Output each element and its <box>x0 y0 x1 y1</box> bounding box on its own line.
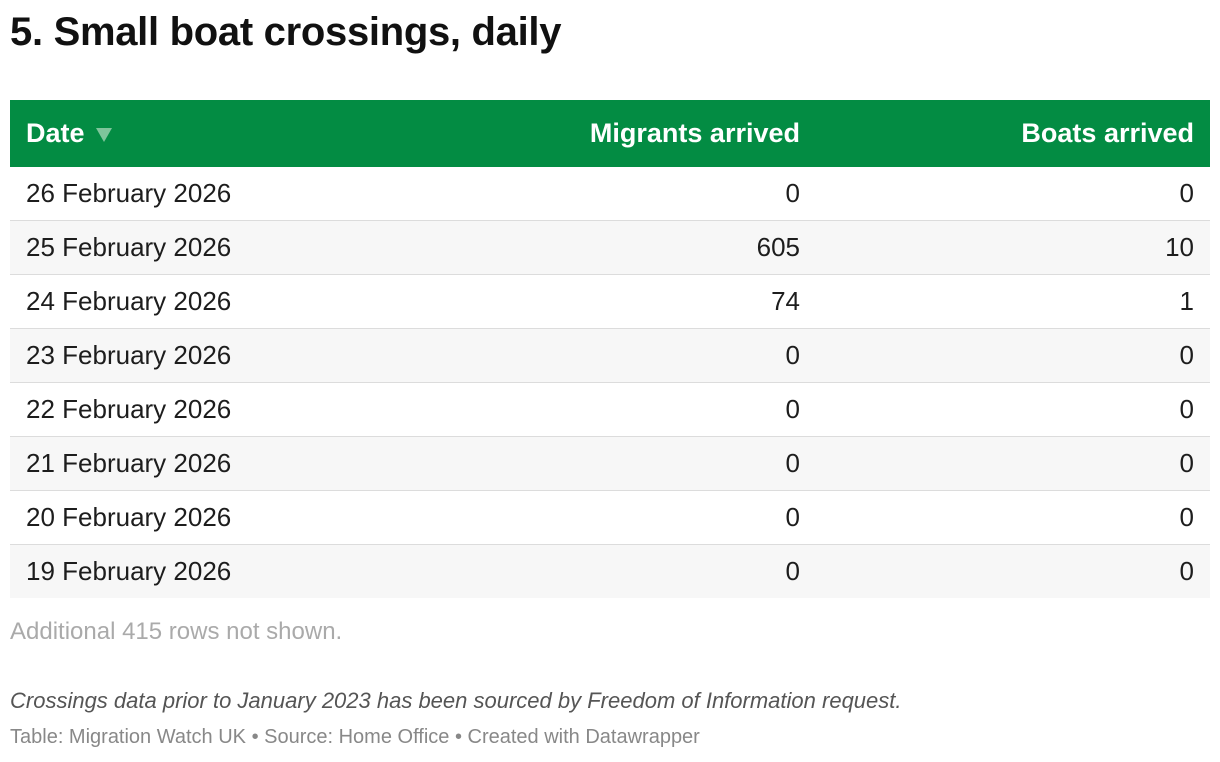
table-cell: 605 <box>756 232 800 262</box>
table-cell: 1 <box>1179 286 1194 316</box>
table-cell: 0 <box>785 178 800 208</box>
table-cell: 0 <box>1179 502 1194 532</box>
table-row: 25 February 2026 605 10 <box>10 221 1210 275</box>
column-header[interactable]: Migrants arrived <box>589 118 800 148</box>
table-cell: 25 February 2026 <box>26 232 232 262</box>
table-cell: 0 <box>785 448 800 478</box>
table-row: 20 February 2026 0 0 <box>10 491 1210 545</box>
byline: Table: Migration Watch UK • Source: Home… <box>10 726 700 748</box>
sort-arrow <box>95 128 112 142</box>
table-row: 22 February 2026 0 0 <box>10 383 1210 437</box>
table-cell: 20 February 2026 <box>26 502 232 532</box>
table-cell: 22 February 2026 <box>26 394 232 424</box>
footnote: Crossings data prior to January 2023 has… <box>10 688 902 713</box>
rows-note: Additional 415 rows not shown. <box>10 618 343 645</box>
table-cell: 0 <box>785 340 800 370</box>
table-cell: 24 February 2026 <box>26 286 232 316</box>
table-cell: 0 <box>1179 340 1194 370</box>
table-row: 21 February 2026 0 0 <box>10 437 1210 491</box>
table-cell: 0 <box>1179 448 1194 478</box>
table-cell: 10 <box>1165 232 1194 262</box>
table-row: 19 February 2026 0 0 <box>10 545 1210 598</box>
column-header[interactable]: Boats arrived <box>1021 118 1194 148</box>
table-cell: 0 <box>785 394 800 424</box>
table-row: 23 February 2026 0 0 <box>10 329 1210 383</box>
table-cell: 23 February 2026 <box>26 340 232 370</box>
table-cell: 0 <box>785 502 800 532</box>
table-cell: 21 February 2026 <box>26 448 232 478</box>
table-cell: 0 <box>785 556 800 586</box>
table-header: Date Migrants arrived Boats arrived <box>10 100 1210 167</box>
table-row: 26 February 2026 0 0 <box>10 167 1210 221</box>
table-cell: 0 <box>1179 556 1194 586</box>
table-cell: 19 February 2026 <box>26 556 232 586</box>
table-cell: 0 <box>1179 178 1194 208</box>
table: Date Migrants arrived Boats arrived 26 Febr… <box>10 100 1210 598</box>
title: 5. Small boat crossings, daily <box>10 10 562 54</box>
table-cell: 26 February 2026 <box>26 178 232 208</box>
column-header[interactable]: Date <box>26 100 115 167</box>
table-cell: 74 <box>771 286 800 316</box>
table-cell: 0 <box>1179 394 1194 424</box>
table-row: 24 February 2026 74 1 <box>10 275 1210 329</box>
sort-arrow-shape <box>95 128 112 142</box>
